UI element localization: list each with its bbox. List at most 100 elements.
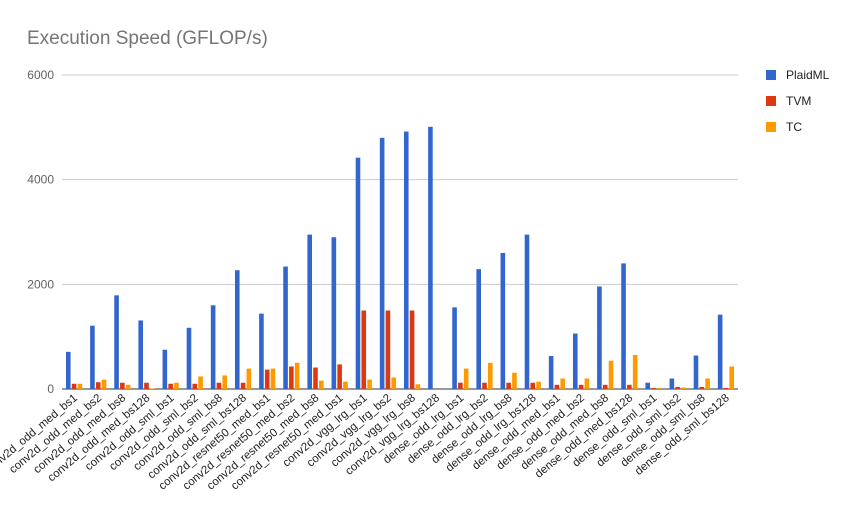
bar-plaidml-17[interactable] <box>476 269 481 389</box>
bar-plaidml-14[interactable] <box>403 131 409 389</box>
bar-tc-21[interactable] <box>584 378 590 389</box>
bar-tc-14[interactable] <box>415 384 421 389</box>
bar-plaidml-23[interactable] <box>621 263 626 389</box>
bar-plaidml-19[interactable] <box>524 234 530 389</box>
bar-tvm-4[interactable] <box>168 383 173 389</box>
bar-tvm-5[interactable] <box>192 383 198 389</box>
bar-tc-17[interactable] <box>488 362 493 389</box>
bar-tc-7[interactable] <box>246 368 252 389</box>
bar-tvm-1[interactable] <box>95 382 101 389</box>
bar-tvm-12[interactable] <box>361 310 367 390</box>
bar-tc-23[interactable] <box>632 354 638 389</box>
bar-plaidml-15[interactable] <box>428 126 433 389</box>
bar-tvm-16[interactable] <box>458 382 463 389</box>
bar-tvm-0[interactable] <box>71 383 77 389</box>
bar-tvm-21[interactable] <box>578 384 584 389</box>
bar-plaidml-9[interactable] <box>283 266 288 389</box>
bar-tc-8[interactable] <box>270 368 276 389</box>
legend-label-tvm[interactable]: TVM <box>786 94 811 108</box>
bar-plaidml-4[interactable] <box>162 349 168 389</box>
bars <box>65 126 735 390</box>
bar-tc-13[interactable] <box>391 377 397 389</box>
bar-plaidml-13[interactable] <box>379 137 385 389</box>
bar-tvm-9[interactable] <box>289 366 294 389</box>
bar-tvm-19[interactable] <box>530 382 536 389</box>
bar-plaidml-8[interactable] <box>259 313 264 389</box>
bar-tc-10[interactable] <box>319 380 324 389</box>
bar-plaidml-6[interactable] <box>210 305 216 389</box>
legend-label-tc[interactable]: TC <box>786 120 802 134</box>
bar-plaidml-25[interactable] <box>669 378 675 389</box>
bar-tc-12[interactable] <box>367 379 372 389</box>
bar-plaidml-27[interactable] <box>717 314 723 389</box>
bar-plaidml-18[interactable] <box>500 252 506 389</box>
bar-tc-6[interactable] <box>222 375 228 389</box>
bar-plaidml-10[interactable] <box>307 234 312 389</box>
bar-plaidml-16[interactable] <box>452 307 457 389</box>
y-tick-label: 6000 <box>27 68 54 82</box>
y-axis-ticks: 0 2000 4000 6000 <box>27 68 54 396</box>
bar-plaidml-0[interactable] <box>65 351 71 389</box>
bar-tvm-27[interactable] <box>723 387 729 389</box>
bar-tc-5[interactable] <box>198 376 203 389</box>
legend-label-plaidml[interactable]: PlaidML <box>786 68 830 82</box>
bar-tc-0[interactable] <box>77 383 83 389</box>
y-tick-label: 0 <box>47 382 54 396</box>
bar-tc-9[interactable] <box>294 362 300 389</box>
chart-title: Execution Speed (GFLOP/s) <box>27 28 268 49</box>
bar-tvm-18[interactable] <box>506 382 511 389</box>
bar-tvm-23[interactable] <box>627 384 632 389</box>
bar-tvm-8[interactable] <box>264 369 270 389</box>
bar-tc-19[interactable] <box>536 381 541 389</box>
bar-tc-1[interactable] <box>101 379 107 389</box>
bar-tvm-22[interactable] <box>602 384 608 389</box>
bar-tvm-2[interactable] <box>120 382 125 389</box>
bar-tvm-13[interactable] <box>385 310 391 390</box>
bar-tc-2[interactable] <box>125 384 131 389</box>
bar-tc-18[interactable] <box>512 372 517 389</box>
bar-tc-11[interactable] <box>343 381 348 389</box>
legend-swatch-plaidml[interactable] <box>766 70 776 80</box>
x-axis-labels: conv2d_odd_med_bs1conv2d_odd_med_bs2conv… <box>0 392 732 492</box>
bar-tvm-11[interactable] <box>337 364 342 389</box>
bar-tvm-3[interactable] <box>144 382 149 389</box>
bar-tc-27[interactable] <box>729 366 735 389</box>
bar-plaidml-11[interactable] <box>331 237 337 389</box>
bar-tvm-14[interactable] <box>409 310 415 390</box>
bar-tc-26[interactable] <box>705 378 710 389</box>
bar-tvm-25[interactable] <box>675 386 680 389</box>
legend-swatch-tvm[interactable] <box>766 96 776 106</box>
bar-tvm-20[interactable] <box>554 384 560 389</box>
bar-tc-4[interactable] <box>174 382 179 389</box>
bar-plaidml-1[interactable] <box>90 325 95 389</box>
gridlines <box>62 74 738 390</box>
bar-plaidml-7[interactable] <box>234 270 240 389</box>
legend[interactable]: PlaidML TVM TC <box>766 68 830 134</box>
bar-tc-25[interactable] <box>681 387 686 389</box>
bar-tvm-17[interactable] <box>482 382 487 389</box>
bar-plaidml-3[interactable] <box>138 320 143 389</box>
y-tick-label: 4000 <box>27 173 54 187</box>
bar-tc-24[interactable] <box>657 387 662 389</box>
bar-tc-22[interactable] <box>608 360 614 389</box>
bar-plaidml-2[interactable] <box>114 295 119 389</box>
bar-plaidml-20[interactable] <box>548 356 554 389</box>
bar-plaidml-12[interactable] <box>355 157 361 389</box>
bar-plaidml-5[interactable] <box>186 327 192 389</box>
bar-plaidml-22[interactable] <box>597 286 602 389</box>
bar-plaidml-24[interactable] <box>645 382 650 389</box>
bar-plaidml-21[interactable] <box>572 333 578 389</box>
bar-tvm-26[interactable] <box>699 386 705 389</box>
bar-tvm-24[interactable] <box>651 387 656 389</box>
bar-tvm-10[interactable] <box>313 367 318 389</box>
bar-tc-3[interactable] <box>150 388 155 389</box>
bar-tvm-6[interactable] <box>216 382 222 389</box>
bar-tc-16[interactable] <box>463 368 469 389</box>
bar-tc-20[interactable] <box>560 378 566 389</box>
bar-plaidml-26[interactable] <box>693 355 699 389</box>
bar-tvm-7[interactable] <box>240 382 246 389</box>
legend-swatch-tc[interactable] <box>766 122 776 132</box>
y-tick-label: 2000 <box>27 277 54 291</box>
